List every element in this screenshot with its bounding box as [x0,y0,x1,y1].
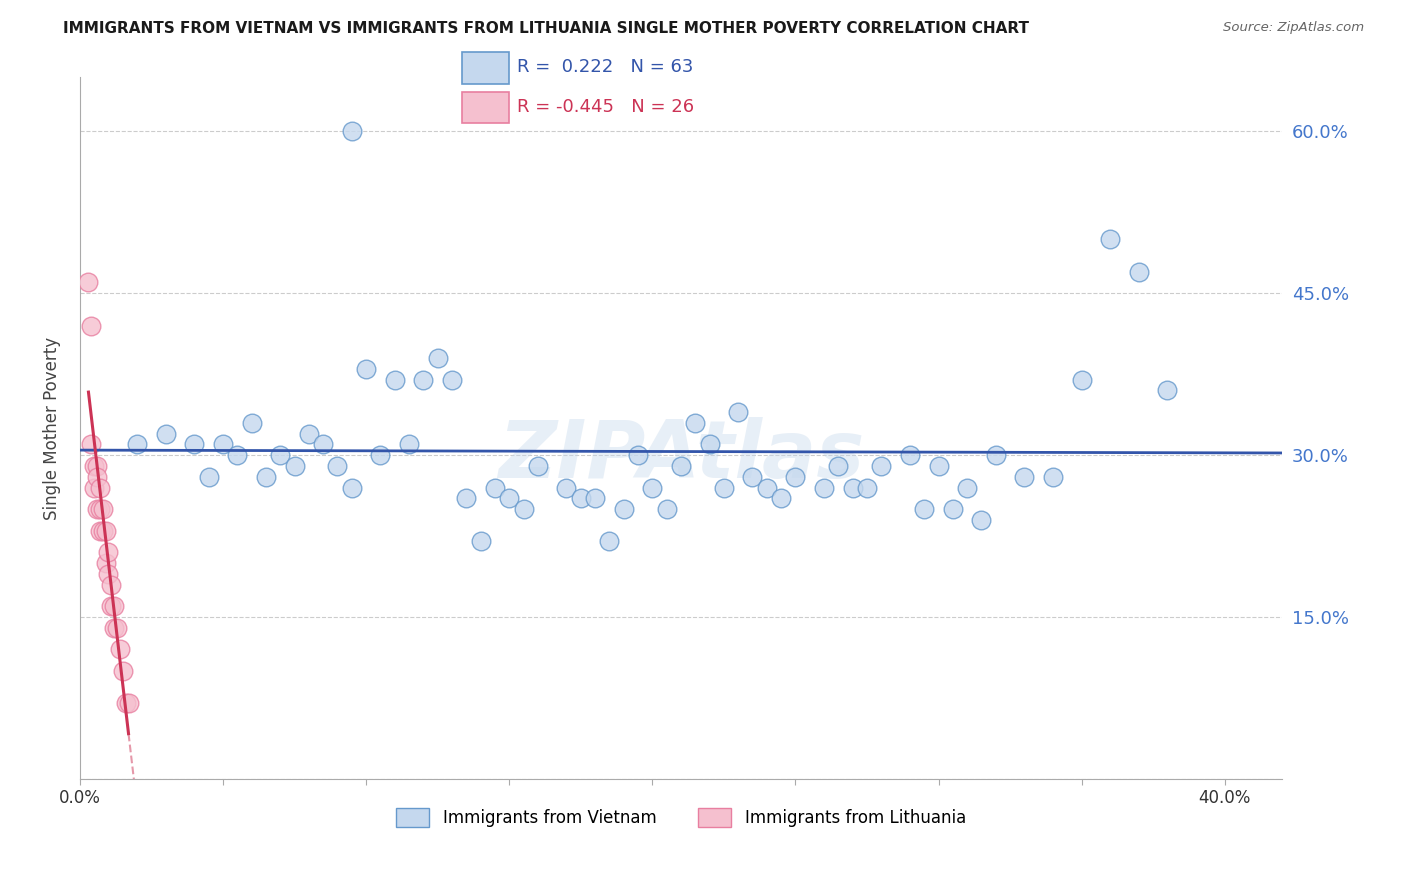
Point [870,458,893,473]
Point [484,481,506,495]
Point [741,469,763,483]
Point [80,437,103,451]
Point [86,502,108,516]
Text: ZIPAtlas: ZIPAtlas [498,417,865,495]
Text: Source: ZipAtlas.com: Source: ZipAtlas.com [1223,21,1364,34]
Point [1156,384,1178,398]
Point [727,405,749,419]
Point [683,416,706,430]
Point [841,481,863,495]
Point [956,481,979,495]
Point [583,491,606,506]
Point [77,276,100,290]
Text: R =  0.222   N = 63: R = 0.222 N = 63 [517,59,693,77]
Point [89,524,111,538]
Point [197,469,219,483]
Point [254,469,277,483]
Point [105,621,128,635]
Point [340,124,363,138]
Point [326,458,349,473]
Point [312,437,335,451]
Point [83,458,105,473]
Point [80,318,103,333]
Point [569,491,592,506]
FancyBboxPatch shape [463,53,509,84]
Point [226,448,249,462]
Point [183,437,205,451]
Point [827,458,849,473]
Point [384,373,406,387]
Point [398,437,420,451]
Point [1128,265,1150,279]
Point [94,524,117,538]
Point [340,481,363,495]
Y-axis label: Single Mother Poverty: Single Mother Poverty [44,336,60,520]
FancyBboxPatch shape [463,92,509,123]
Point [1042,469,1064,483]
Point [83,481,105,495]
Point [641,481,664,495]
Point [100,577,122,591]
Point [155,426,177,441]
Text: IMMIGRANTS FROM VIETNAM VS IMMIGRANTS FROM LITHUANIA SINGLE MOTHER POVERTY CORRE: IMMIGRANTS FROM VIETNAM VS IMMIGRANTS FR… [63,21,1029,36]
Point [269,448,291,462]
Point [103,599,125,614]
Point [856,481,879,495]
Point [91,524,114,538]
Point [1070,373,1092,387]
Point [785,469,807,483]
Point [97,545,120,559]
Point [354,361,377,376]
Point [770,491,793,506]
Point [100,599,122,614]
Point [512,502,534,516]
Point [283,458,305,473]
Point [89,481,111,495]
Point [89,502,111,516]
Point [108,642,131,657]
Point [755,481,778,495]
Point [86,458,108,473]
Point [627,448,650,462]
Point [713,481,735,495]
Point [498,491,520,506]
Point [1014,469,1036,483]
Point [370,448,392,462]
Point [669,458,692,473]
Point [440,373,463,387]
Point [111,664,134,678]
Point [898,448,921,462]
Point [527,458,550,473]
Point [91,502,114,516]
Point [117,697,139,711]
Point [555,481,578,495]
Point [94,556,117,570]
Point [912,502,935,516]
Point [97,566,120,581]
Point [212,437,235,451]
Text: R = -0.445   N = 26: R = -0.445 N = 26 [517,98,695,116]
Point [655,502,678,516]
Point [103,621,125,635]
Point [813,481,835,495]
Point [598,534,620,549]
Point [942,502,965,516]
Point [699,437,721,451]
Point [984,448,1007,462]
Point [426,351,449,365]
Point [86,469,108,483]
Point [456,491,478,506]
Point [114,697,136,711]
Point [928,458,950,473]
Point [970,513,993,527]
Point [613,502,636,516]
Point [240,416,263,430]
Point [298,426,321,441]
Legend: Immigrants from Vietnam, Immigrants from Lithuania: Immigrants from Vietnam, Immigrants from… [389,801,973,834]
Point [127,437,149,451]
Point [412,373,434,387]
Point [1099,232,1122,246]
Point [470,534,492,549]
